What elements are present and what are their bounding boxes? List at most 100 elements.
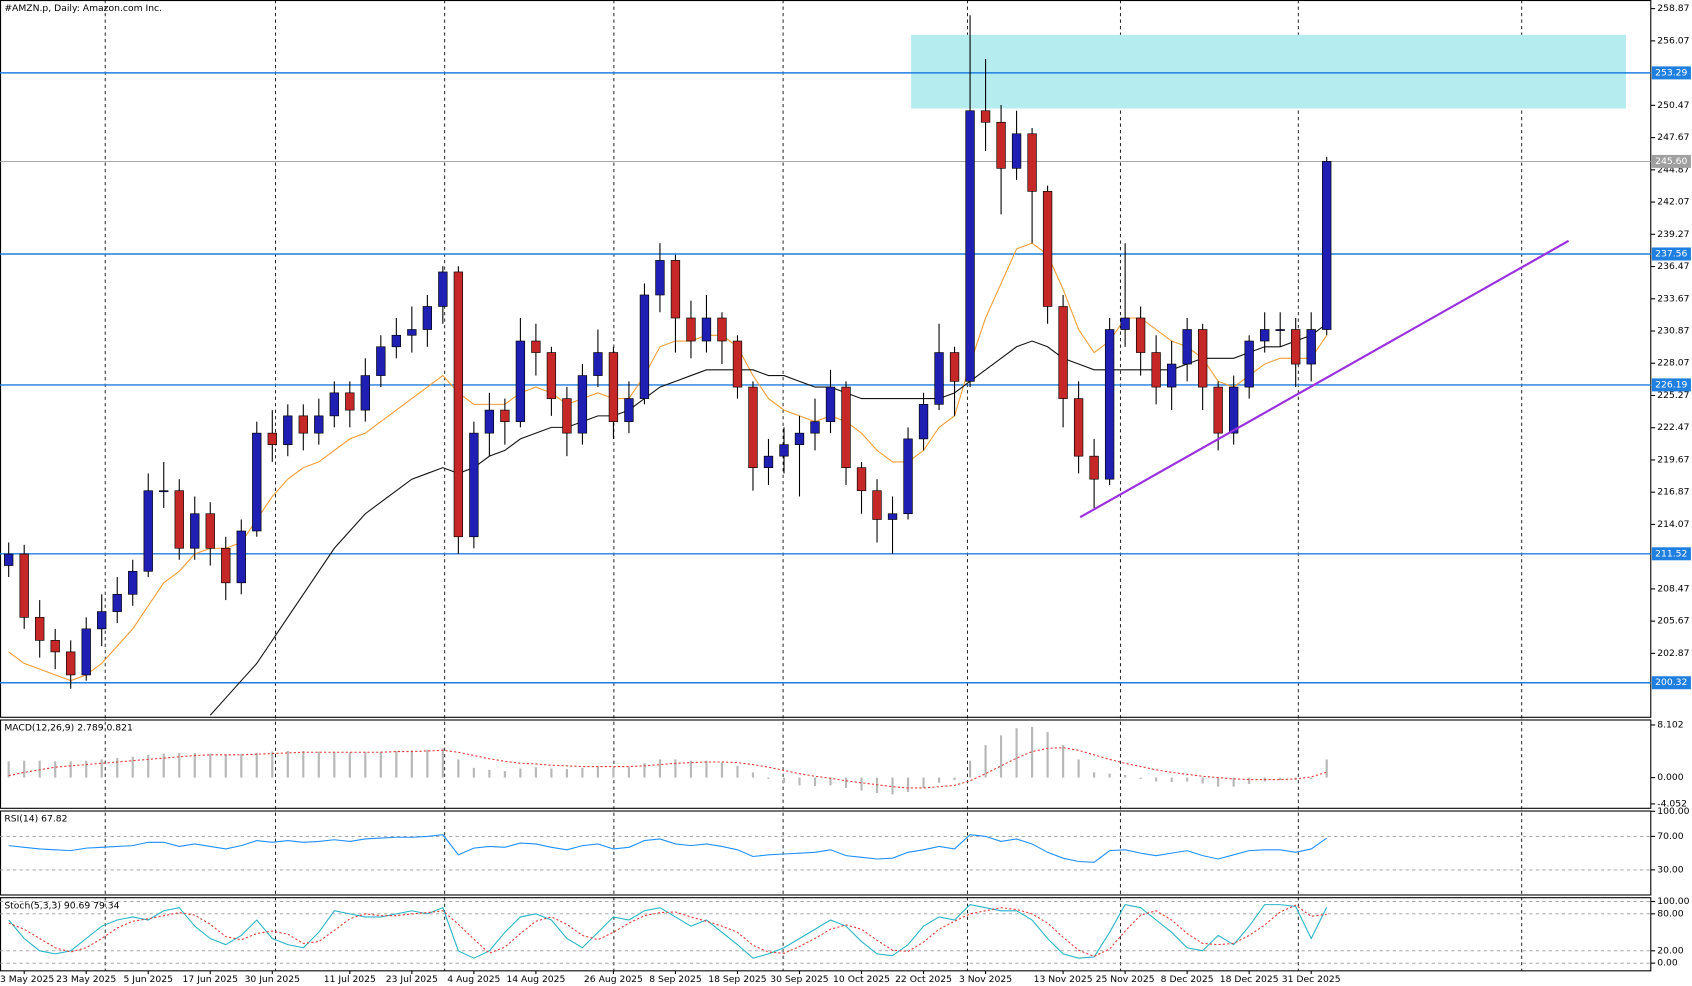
candle-body (980, 110, 991, 123)
macd-bar (860, 777, 863, 791)
candle-body (500, 409, 510, 422)
candle-body (221, 547, 231, 584)
macd-bar (116, 758, 119, 778)
macd-bar (69, 761, 72, 778)
x-tick-label: 13 May 2025 (0, 974, 54, 985)
x-tick-label: 4 Aug 2025 (447, 974, 500, 985)
macd-bar (317, 751, 320, 778)
candle-body (1291, 329, 1301, 365)
macd-bar (674, 759, 677, 778)
y-tick-label: 250.47 (1657, 100, 1689, 111)
y-tick-label: 80.00 (1657, 908, 1684, 919)
macd-bar (658, 759, 662, 778)
y-tick-label: 225.27 (1657, 390, 1689, 401)
macd-bar (751, 772, 755, 778)
x-tick-label: 18 Dec 2025 (1220, 974, 1279, 985)
macd-bar (209, 753, 212, 778)
macd-bar (286, 750, 289, 778)
panel-title: Stoch(5,3,3) 90.69 79.34 (4, 900, 119, 911)
x-tick-label: 23 May 2025 (56, 974, 116, 985)
candle-body (314, 415, 324, 434)
macd-bar (534, 767, 537, 778)
macd-bar (519, 768, 522, 778)
candle-body (283, 415, 293, 445)
candle-body (841, 386, 851, 469)
macd-bar (1015, 728, 1018, 778)
macd-bar (720, 762, 724, 778)
stoch-panel-border (0, 897, 1652, 972)
level-price-label: 211.52 (1655, 548, 1687, 559)
macd-bar (395, 750, 398, 778)
x-tick-label: 25 Nov 2025 (1096, 974, 1155, 985)
macd-bar (798, 777, 801, 786)
candle-body (112, 593, 122, 612)
current-price-label: 245.60 (1655, 156, 1687, 167)
macd-bar (844, 777, 848, 788)
macd-bar (1124, 774, 1127, 778)
candle-body (236, 530, 246, 584)
candle-body (360, 375, 370, 411)
x-tick-label: 13 Nov 2025 (1034, 974, 1093, 985)
candle-body (453, 271, 464, 538)
candle-body (1135, 317, 1146, 353)
candle-body (1197, 329, 1208, 388)
level-price-box (1651, 676, 1691, 690)
y-tick-label: 0.00 (1657, 958, 1678, 969)
macd-bar (643, 763, 646, 778)
macd-bar (1139, 777, 1142, 779)
candle-body (81, 628, 91, 676)
candle-body (856, 467, 867, 492)
candle-body (794, 432, 805, 445)
candle-body (1058, 306, 1068, 399)
macd-bar (488, 769, 491, 778)
macd-bar (255, 752, 258, 778)
macd-bar (1170, 777, 1173, 783)
candle-body (252, 432, 262, 532)
x-tick-label: 31 Dec 2025 (1282, 974, 1341, 985)
macd-bar (240, 754, 243, 778)
level-price-box (1651, 378, 1691, 392)
candle-body (748, 386, 758, 469)
candle-body (639, 294, 650, 399)
y-tick-label: 0.000 (1657, 772, 1684, 783)
candle-body (267, 432, 277, 445)
macd-bar (1155, 777, 1158, 782)
y-tick-label: 219.67 (1657, 454, 1689, 465)
macd-bar (767, 777, 770, 779)
y-tick-label: 244.87 (1657, 164, 1689, 175)
candle-body (1244, 340, 1254, 388)
candle-body (1306, 329, 1316, 365)
candle-body (531, 340, 541, 353)
macd-bar (1232, 777, 1235, 787)
panel-title: #AMZN.p, Daily: Amazon.com Inc. (4, 3, 162, 14)
macd-bar (472, 767, 475, 778)
macd-bar (891, 777, 894, 795)
macd-bar (953, 777, 956, 781)
candle-body (391, 334, 402, 348)
candle-body (1322, 161, 1332, 330)
macd-bar (1077, 759, 1080, 778)
y-tick-label: -4.052 (1657, 798, 1687, 809)
level-price-box (1651, 547, 1691, 561)
macd-bar (348, 752, 351, 778)
macd-bar (193, 752, 196, 778)
y-tick-label: 228.07 (1657, 358, 1689, 369)
macd-bar (1310, 777, 1313, 779)
candle-body (97, 611, 107, 630)
macd-bar (441, 748, 444, 778)
candle-body (35, 617, 45, 641)
candle-body (686, 317, 696, 342)
macd-bar (38, 760, 41, 778)
macd-bar (1186, 777, 1189, 782)
candle-body (887, 513, 898, 520)
macd-bar (922, 777, 925, 788)
y-tick-label: 100.00 (1657, 806, 1689, 817)
x-tick-label: 17 Jun 2025 (183, 974, 239, 985)
candle-body (934, 352, 944, 405)
macd-bar (364, 752, 367, 778)
y-tick-label: 70.00 (1657, 831, 1684, 842)
x-tick-label: 10 Oct 2025 (833, 974, 890, 985)
macd-bar (1279, 777, 1282, 781)
macd-bar (23, 760, 26, 778)
